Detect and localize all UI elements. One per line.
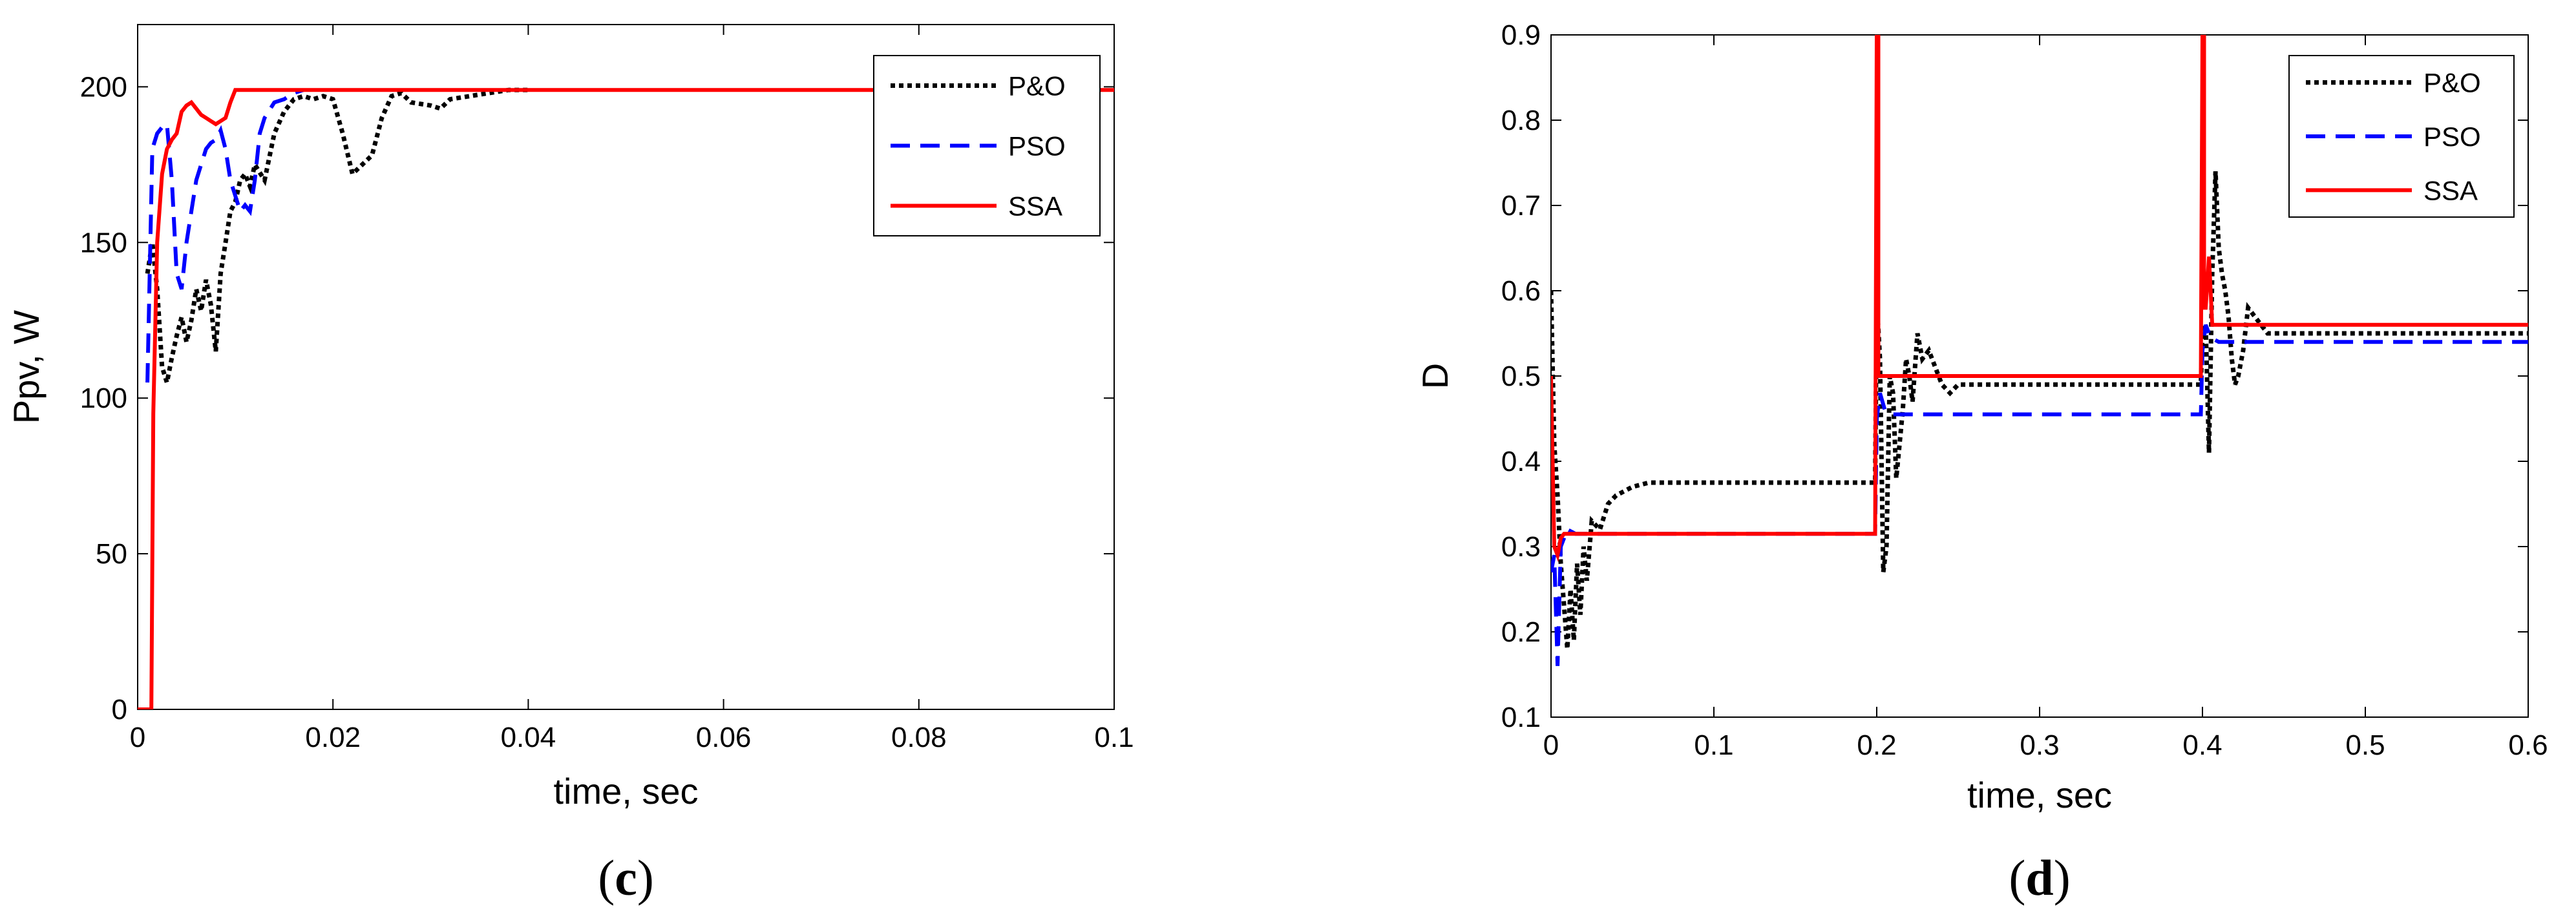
legend-label: PSO [2423,121,2481,152]
x-tick-label: 0 [1543,729,1559,761]
x-tick-label: 0.4 [2182,729,2222,761]
chart-panel-0: 0 0.02 0.04 0.06 0.08 0.1 0 50 100 150 200 time, se… [6,24,1134,906]
x-tick-label: 0 [130,722,145,753]
panel-label: (d) [2009,850,2070,906]
y-tick-label: 0.2 [1501,616,1541,648]
y-tick-label: 0.6 [1501,275,1541,307]
panel-label-close: ) [637,850,654,906]
x-tick-label: 0.1 [1094,722,1134,753]
chart-panel-1: 0 0.1 0.2 0.3 0.4 0.5 0.60.10.20.30.40.50.60.7… [1415,19,2548,906]
x-tick-label: 0.02 [305,722,361,753]
panel-label-open: ( [2009,850,2025,906]
y-tick-label: 50 [96,538,127,570]
y-tick-label: 0.9 [1501,19,1541,51]
series-line-po [145,87,529,384]
y-tick-label: 0.8 [1501,105,1541,136]
y-axis-label: D [1415,363,1455,389]
panel-label-letter: c [615,850,637,906]
legend-label: PSO [1008,131,1066,162]
x-tick-label: 0.1 [1694,729,1733,761]
series-group [1551,35,2528,666]
y-tick-label: 0 [112,694,127,726]
plot-frame [137,24,1115,710]
x-axis-label: time, sec [553,771,698,811]
y-tick-label: 0.3 [1501,531,1541,563]
y-tick-label: 0.7 [1501,190,1541,222]
panel-label: (c) [598,850,654,906]
series-line-ssa [138,88,1114,709]
series-line-ssa [1551,35,2528,563]
y-tick-label: 200 [80,71,127,103]
panel-label-close: ) [2054,850,2071,906]
legend-label: P&O [2423,68,2481,98]
x-tick-label: 0.5 [2345,729,2385,761]
legend-label: P&O [1008,71,1066,101]
x-tick-label: 0.04 [501,722,556,753]
series-line-pso [145,88,304,383]
y-tick-label: 0.1 [1501,702,1541,733]
y-tick-label: 0.5 [1501,361,1541,392]
x-tick-label: 0.06 [696,722,752,753]
y-tick-label: 100 [80,382,127,414]
series-group [138,87,1114,709]
x-axis-label: time, sec [1967,775,2112,815]
y-tick-label: 0.4 [1501,446,1541,477]
legend-label: SSA [2423,175,2478,205]
y-axis-label: Ppv, W [6,310,47,424]
legend: P&O PSO SSA [873,55,1101,236]
x-tick-label: 0.6 [2508,729,2548,761]
y-tick-label: 150 [80,227,127,258]
legend-label: SSA [1008,191,1062,222]
x-tick-label: 0.3 [2020,729,2059,761]
series-line-pso [1551,324,2528,666]
x-tick-label: 0.08 [891,722,947,753]
panel-label-open: ( [598,850,615,906]
legend: P&O PSO SSA [2288,55,2515,218]
panel-label-letter: d [2025,850,2053,906]
series-line-po [1551,171,2528,649]
x-tick-label: 0.2 [1857,729,1896,761]
